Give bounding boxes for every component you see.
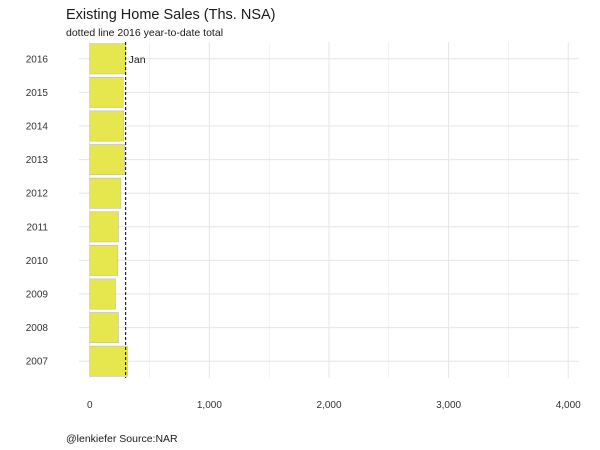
y-tick-labels: 2016 2015 2014 2013 2012 2011 2010 2009 2008 2007 [26, 54, 49, 367]
x-tick-label: 4,000 [556, 400, 581, 411]
y-tick-label: 2010 [26, 256, 49, 267]
x-tick-label: 3,000 [436, 400, 461, 411]
chart-caption: @lenkiefer Source:NAR [66, 433, 178, 445]
bar-2008 [89, 312, 119, 344]
bar-2012 [89, 177, 122, 209]
y-tick-label: 2016 [26, 54, 49, 65]
annotation-label: Jan [129, 54, 146, 66]
x-tick-label: 2,000 [316, 400, 341, 411]
bar-2009 [89, 278, 116, 310]
x-tick-labels: 0 1,000 2,000 3,000 4,000 [87, 400, 581, 411]
bar-2007 [89, 345, 128, 377]
chart-subtitle: dotted line 2016 year-to-date total [66, 27, 224, 39]
x-tick-label: 0 [87, 400, 93, 411]
bar-2014 [89, 110, 125, 142]
bar-2010 [89, 244, 119, 276]
bar-2011 [89, 211, 119, 243]
bar-2015 [89, 76, 124, 108]
y-tick-label: 2013 [26, 155, 49, 166]
y-tick-label: 2012 [26, 189, 49, 200]
y-tick-label: 2015 [26, 88, 49, 99]
grid-lines [79, 42, 579, 378]
y-tick-label: 2007 [26, 357, 49, 368]
y-tick-label: 2008 [26, 323, 49, 334]
bar-2013 [89, 144, 125, 176]
bars [89, 43, 128, 377]
bar-2016 [89, 43, 126, 75]
chart-title: Existing Home Sales (Ths. NSA) [66, 7, 276, 23]
y-tick-label: 2014 [26, 122, 49, 133]
y-tick-label: 2009 [26, 290, 49, 301]
y-tick-label: 2011 [26, 222, 48, 233]
x-tick-label: 1,000 [197, 400, 222, 411]
